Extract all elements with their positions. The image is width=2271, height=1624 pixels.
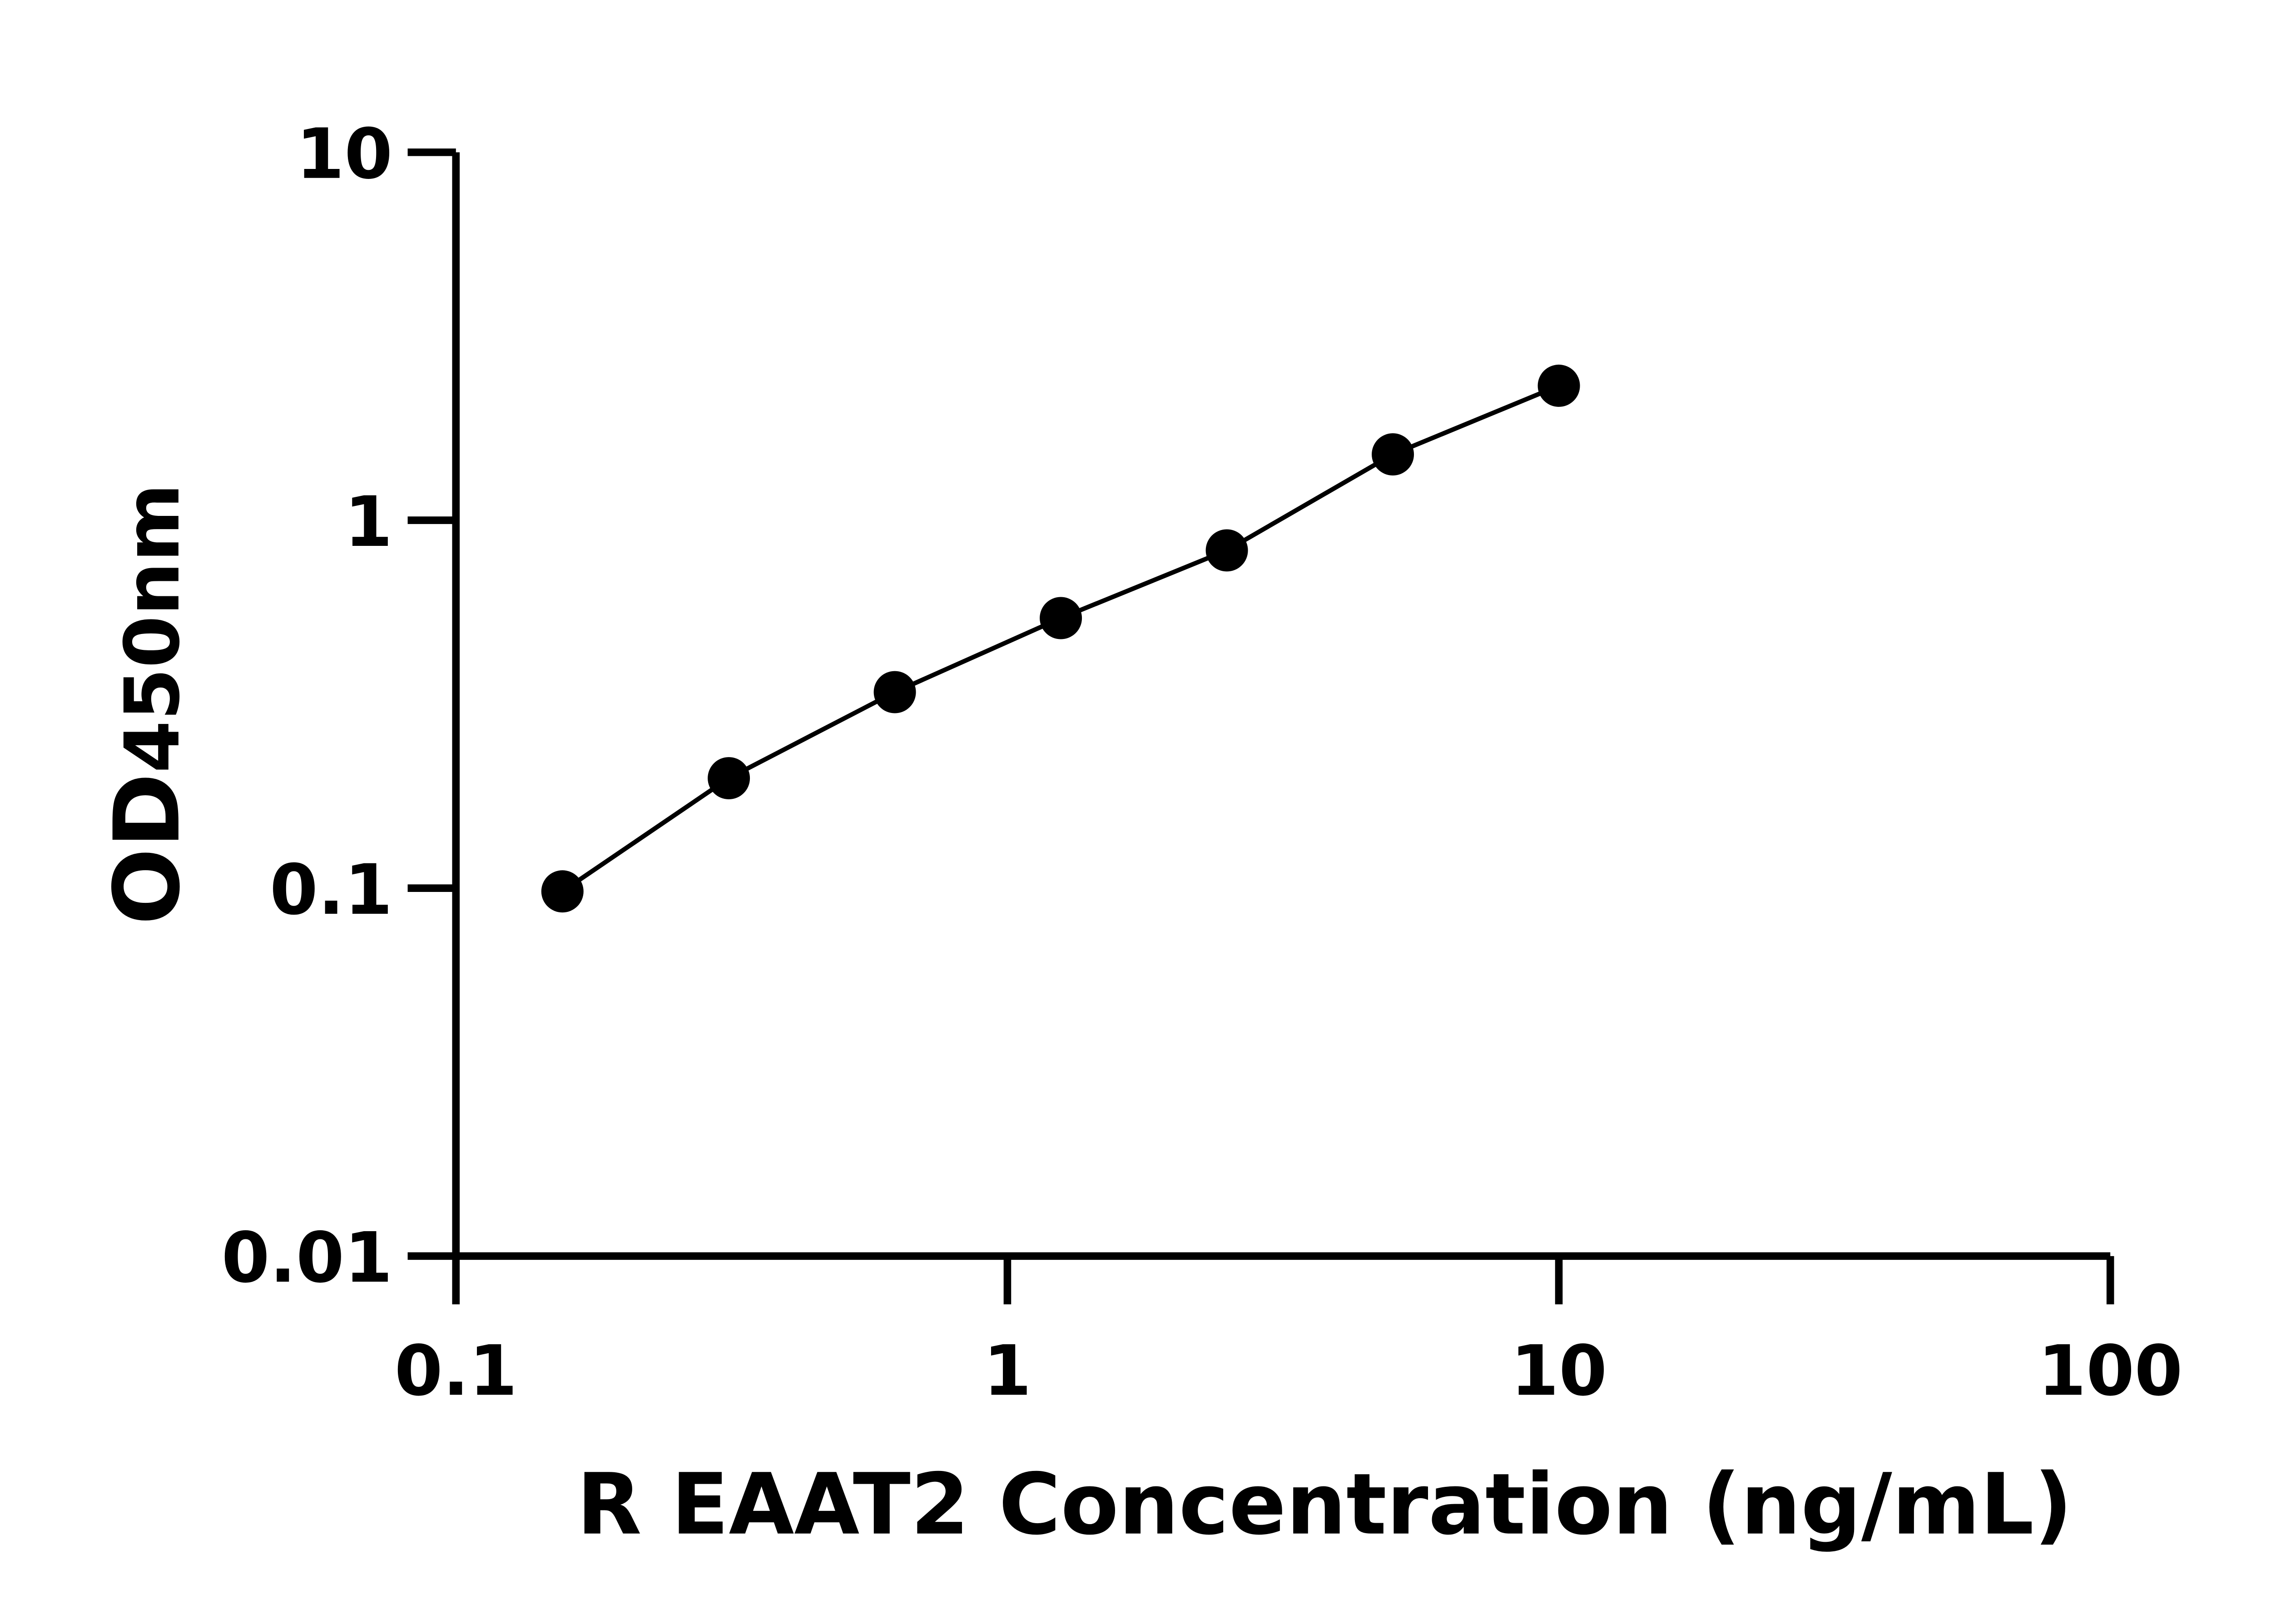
- x-tick-label: 10: [1511, 1331, 1607, 1411]
- axes: [407, 149, 2114, 1305]
- y-tick-label: 0.1: [270, 850, 393, 931]
- y-tick-label: 10: [296, 114, 393, 195]
- data-point: [1040, 597, 1082, 639]
- data-point: [873, 671, 916, 713]
- data-point: [1372, 433, 1414, 475]
- y-axis-label-main: OD: [94, 773, 200, 925]
- x-tick-label: 100: [2038, 1331, 2183, 1411]
- data-point: [1205, 529, 1248, 572]
- x-tick-label: 0.1: [395, 1331, 518, 1411]
- y-tick-label: 0.01: [222, 1218, 393, 1298]
- x-axis-label: R EAAT2 Concentration (ng/mL): [577, 1455, 2073, 1554]
- y-tick-label: 1: [344, 482, 392, 563]
- data-point: [541, 870, 584, 913]
- y-axis-label: OD450nm: [94, 483, 200, 925]
- data-marks: [541, 364, 1580, 913]
- x-tick-label: 1: [983, 1331, 1031, 1411]
- data-point: [708, 757, 750, 800]
- y-axis-label-sub: 450nm: [109, 483, 197, 773]
- data-point: [1537, 364, 1580, 407]
